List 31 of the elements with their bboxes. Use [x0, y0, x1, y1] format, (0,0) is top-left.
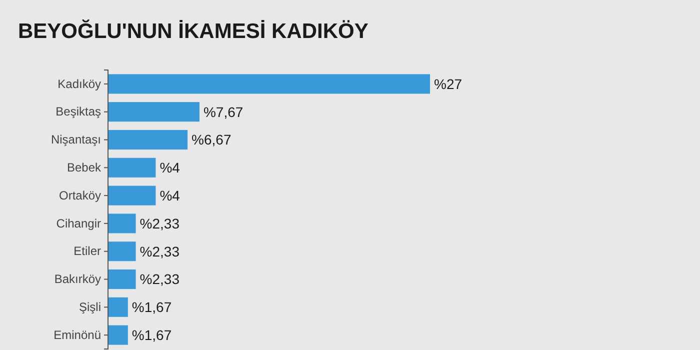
data-label: %2,33 — [140, 243, 180, 260]
bar — [108, 186, 156, 206]
data-label: %7,67 — [203, 104, 244, 120]
y-tick-label: Bebek — [66, 160, 102, 174]
data-label: %1,67 — [132, 326, 172, 343]
bar — [108, 74, 430, 94]
bar — [108, 325, 128, 345]
chart-title: BEYOĞLU'NUN İKAMESİ KADIKÖY — [18, 19, 368, 43]
y-tick-label: Nişantaşı — [50, 132, 101, 147]
y-tick-label: Şişli — [78, 300, 101, 314]
bar — [108, 130, 188, 150]
y-tick-label: Beşiktaş — [56, 104, 101, 119]
bar — [108, 242, 136, 262]
y-tick-label: Ortaköy — [58, 188, 101, 202]
data-label: %1,67 — [132, 299, 172, 316]
bar — [108, 269, 136, 290]
y-tick-label: Kadıköy — [58, 76, 101, 91]
y-tick-label: Eminönü — [54, 328, 101, 342]
data-label: %4 — [160, 160, 180, 176]
y-tick-label: Cihangir — [56, 216, 101, 230]
data-label: %2,33 — [140, 271, 180, 288]
bar — [108, 158, 156, 178]
data-label: %6,67 — [192, 132, 232, 148]
data-label: %2,33 — [140, 215, 180, 232]
data-label: %4 — [160, 187, 180, 204]
bar — [108, 297, 128, 317]
bar — [108, 102, 200, 122]
y-tick-label: Bakırköy — [54, 272, 101, 286]
y-tick-label: Etiler — [74, 244, 101, 258]
bar — [108, 214, 136, 234]
data-label: %27 — [434, 76, 462, 92]
